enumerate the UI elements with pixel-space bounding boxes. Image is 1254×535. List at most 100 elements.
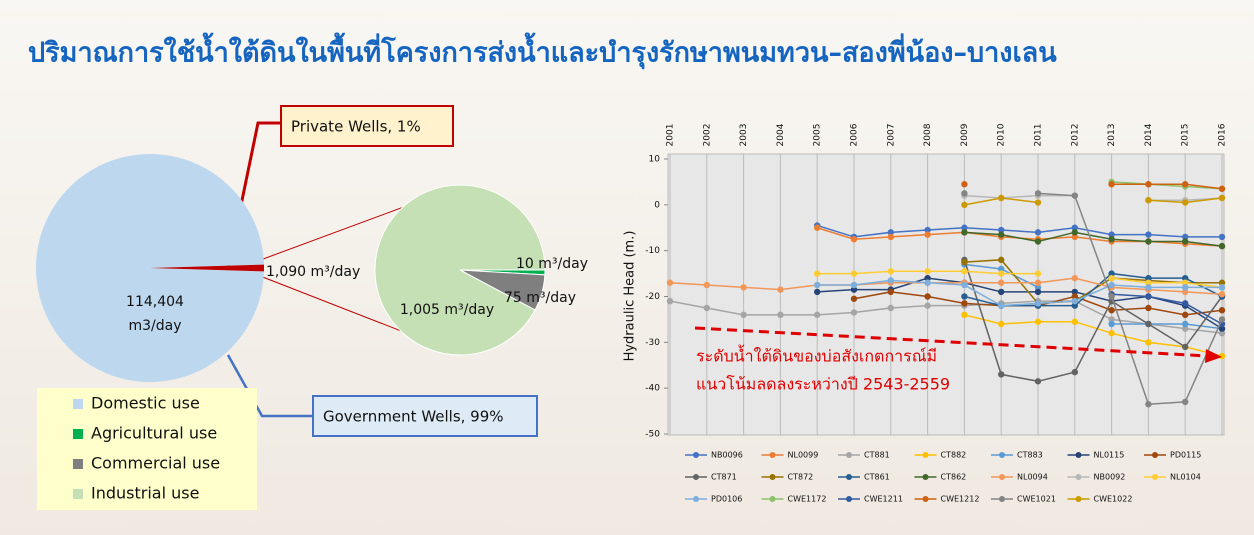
x-tick-label: 2002 [702, 124, 712, 147]
series-marker [998, 371, 1005, 378]
series-marker [1071, 288, 1079, 296]
legend-label: CT881 [864, 451, 890, 460]
series-marker [666, 279, 674, 286]
legend-label: Industrial use [91, 484, 199, 503]
series-marker [1145, 304, 1152, 312]
series-marker [1108, 320, 1115, 328]
legend-marker [846, 496, 852, 502]
series-marker [961, 224, 968, 231]
series-marker [1145, 320, 1152, 328]
series-marker [1108, 181, 1115, 188]
series-marker [1071, 368, 1079, 376]
series-marker [1182, 284, 1189, 291]
x-tick-label: 2007 [886, 124, 896, 147]
x-tick-label: 2008 [923, 123, 933, 146]
series-marker [998, 270, 1005, 277]
slice-label: 75 m³/day [504, 290, 576, 306]
y-tick-label: -50 [645, 430, 660, 440]
slice-label: 10 m³/day [516, 256, 588, 272]
series-marker [1034, 238, 1042, 245]
series-marker [1145, 401, 1152, 408]
series-marker [1182, 288, 1189, 296]
series-marker [1034, 378, 1042, 385]
series-marker [1218, 307, 1226, 314]
series-marker [1034, 284, 1042, 291]
series-marker [703, 304, 710, 312]
callout-text: Government Wells, 99% [323, 408, 504, 426]
legend-label: CT883 [1017, 451, 1043, 460]
legend-marker [1075, 474, 1082, 480]
series-marker [961, 268, 968, 275]
series-marker [1218, 185, 1226, 192]
legend-marker [922, 496, 929, 502]
series-marker [1218, 284, 1226, 291]
series-marker [814, 270, 821, 277]
series-marker [850, 236, 858, 243]
series-marker [1145, 279, 1152, 286]
series-marker [1145, 339, 1152, 346]
series-marker [1034, 318, 1042, 325]
series-marker [740, 311, 747, 319]
series-marker [998, 256, 1005, 264]
series-marker [1182, 233, 1189, 241]
series-marker [961, 181, 968, 188]
legend-label: NL0115 [1094, 451, 1125, 460]
legend-label: NL0094 [1017, 473, 1048, 482]
legend-label: CT872 [788, 473, 814, 482]
series-marker [850, 270, 858, 277]
series-marker [1182, 343, 1189, 351]
legend-label: NB0096 [711, 451, 743, 460]
legend-label: NB0092 [1094, 473, 1126, 482]
series-marker [961, 190, 968, 197]
legend-label: CWE1212 [941, 495, 980, 504]
series-marker [924, 274, 931, 282]
series-marker [1218, 352, 1226, 360]
legend-marker [846, 452, 852, 458]
series-marker [924, 226, 931, 234]
series-marker [887, 288, 894, 296]
callout-box [280, 105, 454, 147]
series-marker [1034, 270, 1042, 277]
series-marker [1108, 307, 1115, 314]
series-marker [777, 286, 784, 293]
x-tick-label: 2005 [813, 124, 823, 147]
legend-marker [1075, 452, 1082, 458]
series-marker [961, 258, 968, 266]
series-marker [1145, 238, 1152, 245]
series-marker [1218, 291, 1226, 298]
legend-label: Agricultural use [91, 424, 217, 443]
legend-marker [922, 474, 929, 480]
series-marker [814, 311, 821, 319]
legend-marker [1152, 452, 1158, 458]
legend-marker [999, 474, 1005, 480]
series-marker [998, 194, 1005, 202]
x-tick-label: 2001 [666, 124, 676, 147]
series-marker [924, 231, 931, 238]
x-tick-label: 2016 [1218, 123, 1228, 146]
series-marker [1071, 293, 1079, 300]
legend-marker [693, 452, 699, 458]
legend-label: CT862 [941, 473, 967, 482]
series-marker [740, 284, 747, 291]
annotation: ระดับน้ำใต้ดินของบ่อสังเกตการณ์มี [696, 345, 937, 366]
legend-swatch [73, 429, 83, 439]
y-tick-label: 0 [654, 200, 660, 210]
series-marker [1108, 274, 1115, 282]
legend-swatch [73, 459, 83, 469]
series-marker [1145, 284, 1152, 291]
series-marker [887, 268, 894, 275]
legend-marker [999, 452, 1005, 458]
y-axis-label: Hydraulic Head (m.) [623, 231, 638, 362]
series-line [817, 279, 1222, 307]
callout-text: Private Wells, 1% [291, 118, 421, 136]
series-marker [1034, 288, 1042, 296]
y-tick-label: 10 [649, 155, 661, 165]
legend-marker [999, 496, 1005, 502]
series-marker [924, 268, 931, 275]
series-marker [887, 304, 894, 312]
legend-label: Commercial use [91, 454, 220, 473]
series-marker [887, 233, 894, 241]
series-marker [998, 279, 1005, 286]
series-line [669, 300, 1223, 334]
